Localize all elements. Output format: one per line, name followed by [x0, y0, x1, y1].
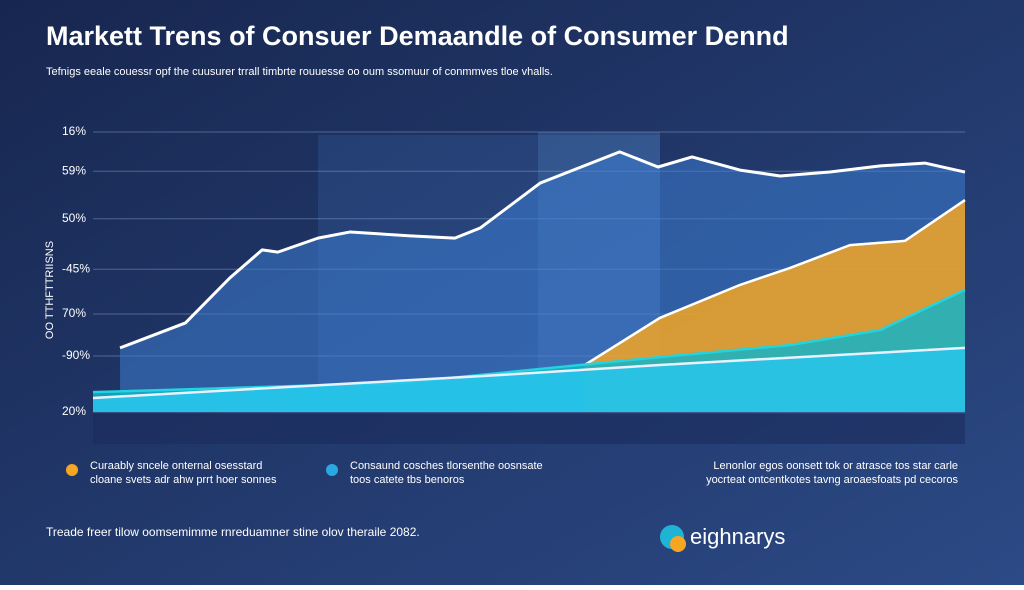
y-tick-label: 50%	[62, 211, 86, 225]
logo	[670, 536, 686, 552]
y-tick-label: -45%	[62, 261, 90, 275]
legend-label: toos catete tbs benoros	[350, 474, 465, 486]
line	[584, 199, 966, 367]
footer: Treade freer tilow oomsemimme rnreduamne…	[46, 525, 420, 539]
line	[119, 150, 966, 350]
subtitle: Tefnigs eeale couessr opf the cuusurer t…	[46, 66, 553, 78]
y-tick-label: -90%	[62, 348, 90, 362]
y-tick-label: 20%	[62, 404, 86, 418]
y-tick-label: 70%	[62, 306, 86, 320]
title: Markett Trens of Consuer Demaandle of Co…	[46, 21, 789, 51]
line	[92, 346, 966, 400]
legend-label: Curaably sncele onternal osesstard	[90, 460, 262, 472]
area	[93, 347, 965, 412]
x-strip	[93, 414, 965, 444]
y-tick-label: 16%	[62, 124, 86, 138]
note: Lenonlor egos oonsett tok or atrasce tos…	[713, 460, 958, 472]
legend-label: Consaund cosches tlorsenthe oosnsate	[350, 460, 543, 472]
plot: 16% 59% 50% -45% 70% -90% 20%	[62, 124, 966, 418]
note: yocrteat ontcentkotes tavng aroaesfoats …	[706, 474, 958, 486]
legend-label: cloane svets adr ahw prrt hoer sonnes	[90, 474, 277, 486]
legend-marker	[66, 464, 78, 476]
y-label: OO TTHFTTRIISNS	[44, 241, 56, 339]
brand: eighnarys	[690, 524, 785, 549]
legend-marker	[326, 464, 338, 476]
y-tick-label: 59%	[62, 163, 86, 177]
